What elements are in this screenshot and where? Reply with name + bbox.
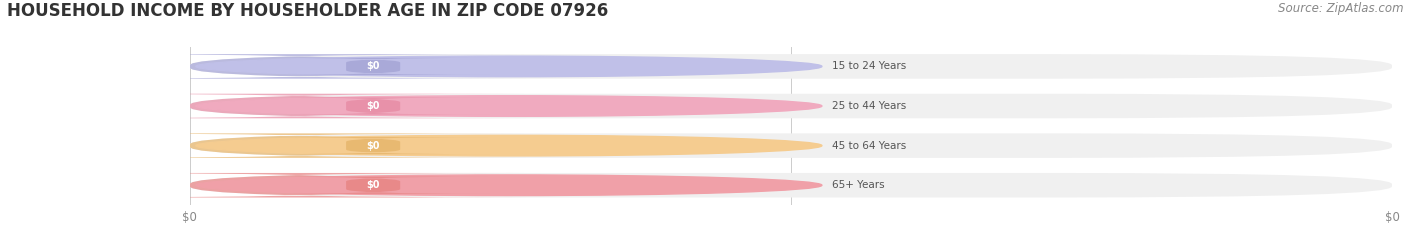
Text: $0: $0 (367, 101, 380, 111)
FancyBboxPatch shape (190, 133, 1392, 158)
Text: $0: $0 (367, 62, 380, 71)
Circle shape (195, 175, 823, 195)
FancyBboxPatch shape (69, 54, 526, 79)
Text: $0: $0 (367, 141, 380, 151)
FancyBboxPatch shape (256, 177, 491, 194)
FancyBboxPatch shape (256, 97, 491, 115)
FancyBboxPatch shape (69, 173, 526, 198)
FancyBboxPatch shape (190, 173, 1392, 198)
Circle shape (195, 135, 823, 156)
Text: 15 to 24 Years: 15 to 24 Years (831, 62, 905, 71)
FancyBboxPatch shape (256, 137, 491, 154)
Text: HOUSEHOLD INCOME BY HOUSEHOLDER AGE IN ZIP CODE 07926: HOUSEHOLD INCOME BY HOUSEHOLDER AGE IN Z… (7, 2, 609, 20)
FancyBboxPatch shape (69, 94, 526, 118)
Text: 65+ Years: 65+ Years (831, 180, 884, 190)
Text: Source: ZipAtlas.com: Source: ZipAtlas.com (1278, 2, 1403, 15)
Text: $0: $0 (367, 180, 380, 190)
FancyBboxPatch shape (190, 54, 1392, 79)
FancyBboxPatch shape (256, 58, 491, 75)
Text: 25 to 44 Years: 25 to 44 Years (831, 101, 905, 111)
FancyBboxPatch shape (69, 133, 526, 158)
Circle shape (195, 56, 823, 77)
FancyBboxPatch shape (190, 94, 1392, 118)
Circle shape (195, 96, 823, 116)
Text: 45 to 64 Years: 45 to 64 Years (831, 141, 905, 151)
